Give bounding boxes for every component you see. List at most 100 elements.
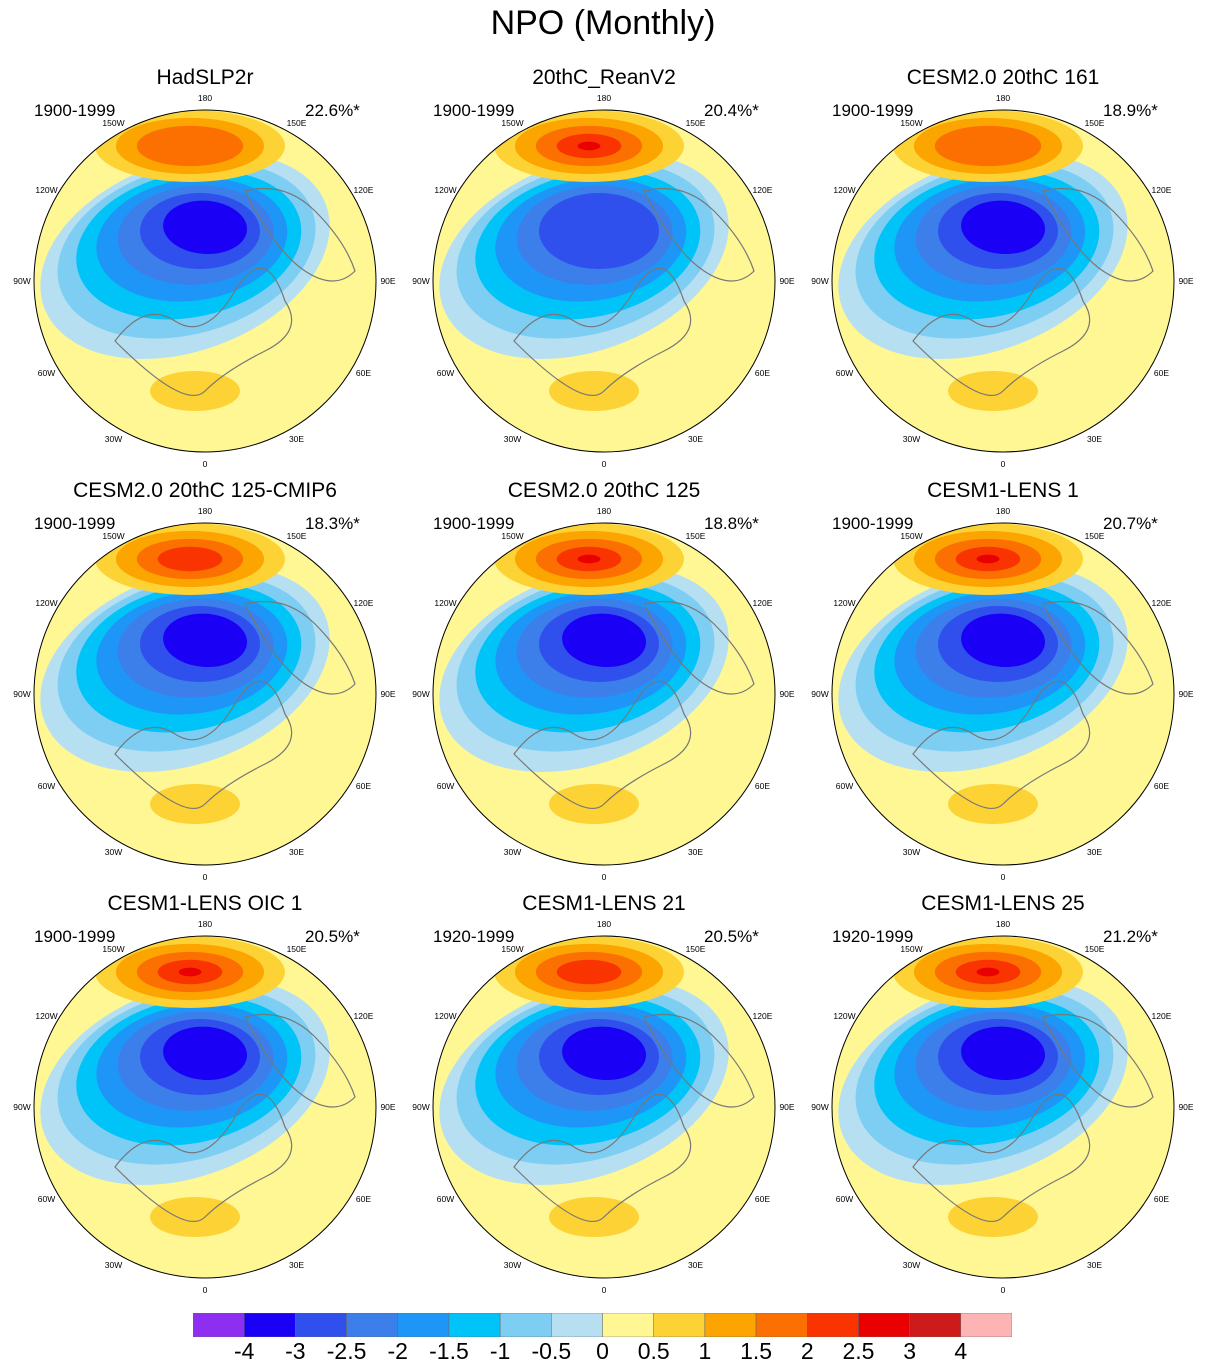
panel-title: CESM2.0 20thC 125-CMIP6: [73, 479, 337, 502]
coastline: [1042, 600, 1154, 695]
longitude-label: 120E: [1151, 1010, 1172, 1021]
longitude-label: 90E: [779, 1102, 795, 1112]
map-panels: HadSLP2r 1900-1999 22.6%* 180 150E 120E 90E 60E…: [13, 66, 1194, 1295]
positive-contour: [150, 1197, 240, 1237]
negative-contour: [585, 621, 634, 653]
positive-contour: [577, 141, 601, 151]
negative-contour: [984, 1034, 1033, 1066]
longitude-label: 30E: [1086, 434, 1103, 445]
longitude-label: 120W: [434, 184, 457, 195]
longitude-label: 90E: [1178, 689, 1194, 699]
longitude-label: 150E: [1084, 530, 1105, 541]
longitude-label: 0: [202, 459, 208, 469]
longitude-label: 30W: [503, 434, 522, 445]
longitude-label: 60W: [436, 780, 455, 791]
longitude-label: 0: [1000, 1285, 1006, 1295]
longitude-label: 30W: [104, 434, 123, 445]
longitude-label: 150W: [501, 943, 524, 954]
longitude-label: 60W: [436, 367, 455, 378]
colorbar-tick: -2.5: [326, 1338, 367, 1364]
longitude-label: 120W: [833, 1010, 856, 1021]
longitude-label: 0: [601, 1285, 607, 1295]
variance-label: 18.8%*: [704, 514, 759, 533]
polar-map: [33, 935, 377, 1279]
period-label: 1900-1999: [433, 101, 515, 120]
colorbar-tick: -1.5: [429, 1338, 469, 1364]
period-label: 1900-1999: [34, 101, 116, 120]
longitude-label: 120W: [434, 597, 457, 608]
colorbar-swatch: [193, 1313, 245, 1337]
longitude-label: 90E: [380, 1102, 396, 1112]
positive-contour: [549, 1197, 639, 1237]
longitude-label: 0: [1000, 459, 1006, 469]
longitude-label: 120W: [35, 1010, 58, 1021]
colorbar-swatch: [295, 1313, 347, 1337]
coastline: [244, 600, 356, 695]
polar-map: [432, 935, 776, 1279]
positive-contour: [976, 967, 1000, 977]
longitude-label: 0: [202, 872, 208, 882]
longitude-label: 90E: [779, 689, 795, 699]
longitude-label: 150E: [286, 117, 307, 128]
longitude-label: 180: [596, 93, 612, 103]
polar-map: [831, 109, 1175, 453]
negative-contour: [984, 621, 1033, 653]
map-border: [33, 522, 377, 866]
longitude-label: 120E: [752, 1010, 773, 1021]
panel-title: CESM1-LENS OIC 1: [107, 892, 303, 915]
longitude-label: 150W: [900, 117, 923, 128]
period-label: 1900-1999: [433, 514, 515, 533]
longitude-label: 30W: [902, 847, 921, 858]
colorbar-swatch: [960, 1313, 1012, 1337]
longitude-label: 120E: [752, 597, 773, 608]
longitude-label: 0: [601, 459, 607, 469]
coastline: [244, 187, 356, 282]
colorbar-tick: -2: [387, 1338, 408, 1364]
positive-contour: [948, 371, 1038, 411]
longitude-label: 150W: [102, 530, 125, 541]
positive-contour: [577, 554, 601, 564]
polar-map: [831, 935, 1175, 1279]
longitude-label: 60E: [355, 367, 372, 378]
longitude-label: 180: [596, 919, 612, 929]
colorbar-swatch: [704, 1313, 757, 1337]
positive-contour: [549, 784, 639, 824]
colorbar-swatch: [909, 1313, 962, 1337]
longitude-label: 150E: [1084, 117, 1105, 128]
longitude-label: 30E: [687, 847, 704, 858]
colorbar-tick: -3: [285, 1338, 306, 1364]
longitude-label: 60W: [37, 367, 56, 378]
longitude-label: 60E: [754, 367, 771, 378]
positive-contour: [150, 784, 240, 824]
polar-map: [432, 109, 776, 453]
longitude-label: 120E: [752, 184, 773, 195]
longitude-label: 90W: [412, 689, 430, 699]
period-label: 1900-1999: [34, 514, 116, 533]
positive-contour: [934, 125, 1042, 167]
coastline: [912, 1093, 1091, 1222]
coastline: [513, 1093, 692, 1222]
longitude-label: 60E: [355, 780, 372, 791]
longitude-label: 90W: [811, 276, 829, 286]
longitude-label: 90W: [13, 689, 31, 699]
map-border: [33, 935, 377, 1279]
longitude-label: 150E: [685, 117, 706, 128]
longitude-label: 90W: [13, 1102, 31, 1112]
longitude-label: 150W: [102, 117, 125, 128]
longitude-label: 150E: [1084, 943, 1105, 954]
map-border: [432, 522, 776, 866]
longitude-label: 180: [197, 506, 213, 516]
longitude-label: 90E: [380, 276, 396, 286]
variance-label: 18.9%*: [1103, 101, 1158, 120]
coastline: [244, 1013, 356, 1108]
colorbar-tick: 0.5: [637, 1338, 670, 1364]
coastline: [643, 600, 755, 695]
longitude-label: 120W: [35, 597, 58, 608]
colorbar-swatch: [755, 1313, 808, 1337]
variance-label: 20.7%*: [1103, 514, 1158, 533]
longitude-label: 90W: [811, 1102, 829, 1112]
negative-contour: [984, 208, 1033, 240]
colorbar-tick: 0: [596, 1338, 609, 1364]
period-label: 1900-1999: [832, 514, 914, 533]
longitude-label: 60E: [1153, 367, 1170, 378]
